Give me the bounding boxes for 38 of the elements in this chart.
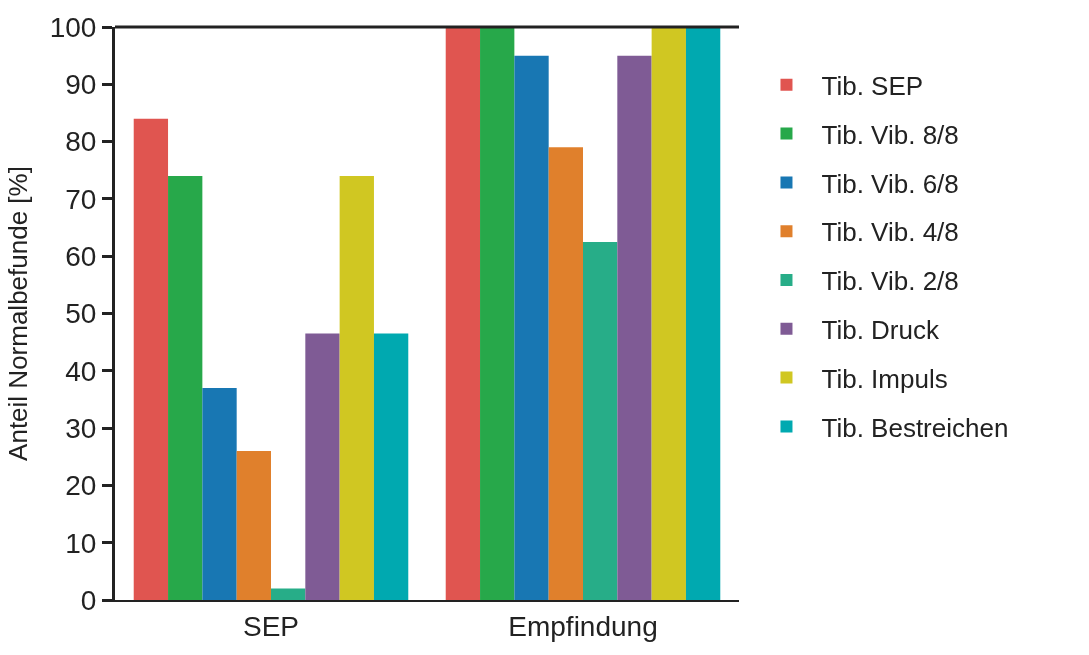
bar [305,333,340,600]
legend-label: Tib. Druck [821,314,940,345]
legend-label: Tib. Bestreichen [821,412,1009,443]
bar [514,55,549,600]
bar [548,147,583,600]
bar [651,27,686,600]
bar [480,27,515,600]
bar [168,175,203,600]
y-tick-label: 20 [65,470,97,502]
bar [339,175,374,600]
legend-label: Tib. Vib. 6/8 [821,168,959,199]
bar [133,118,169,600]
y-axis-title: Anteil Normalbefunde [%] [3,166,34,461]
bar [236,451,271,600]
y-tick-label: 50 [65,298,97,330]
y-tick-label: 60 [65,241,97,272]
bar [583,241,618,600]
y-tick-label: 40 [65,355,97,387]
x-tick-label: SEP [242,610,300,642]
y-tick-label: 80 [65,126,97,158]
legend-label: Tib. Vib. 8/8 [821,119,959,150]
y-tick-label: 10 [65,527,97,559]
y-tick-label: 70 [65,183,97,215]
bar [685,27,721,600]
legend-label: Tib. Impuls [821,363,948,394]
legend-label: Tib. Vib. 2/8 [821,266,959,297]
bar [373,333,409,600]
y-tick-label: 90 [65,69,97,101]
y-tick-label: 100 [49,11,97,43]
legend-label: Tib. SEP [821,70,924,101]
x-tick-label: Empfindung [508,610,658,642]
bar [617,55,652,600]
y-tick-label: 0 [80,584,97,616]
bar [271,588,306,600]
bar [202,387,237,600]
bar [445,27,481,600]
legend-label: Tib. Vib. 4/8 [821,217,959,248]
y-tick-label: 30 [65,412,97,444]
